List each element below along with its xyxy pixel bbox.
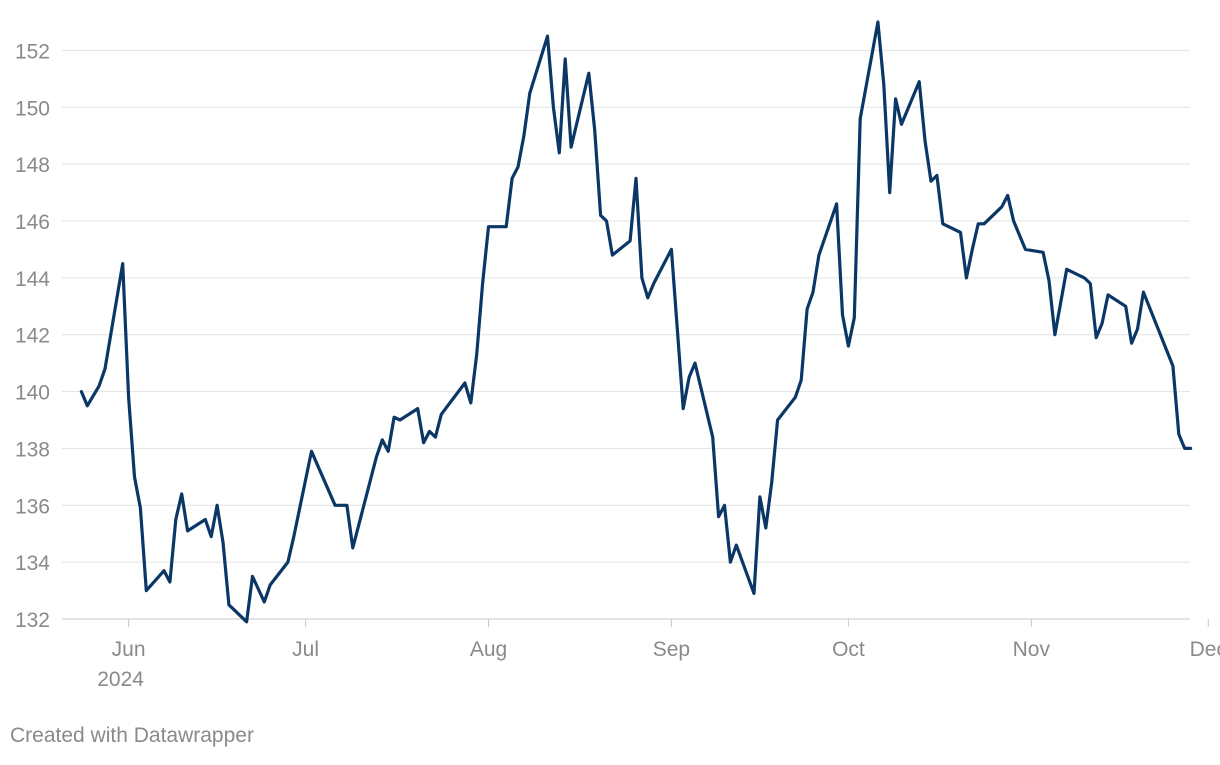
x-tick-label: Sep bbox=[653, 638, 690, 661]
y-tick-label: 146 bbox=[15, 211, 50, 234]
series-layer bbox=[79, 20, 1193, 624]
x-axis-ticks: Jun 2024 Jul Aug Sep Oct Nov Dec bbox=[97, 619, 1220, 691]
y-tick-label: 142 bbox=[15, 325, 50, 348]
y-tick-label: 152 bbox=[15, 40, 50, 63]
x-tick-label: Aug bbox=[470, 638, 507, 661]
x-tick-label: Dec bbox=[1190, 638, 1220, 661]
y-tick-label: 132 bbox=[15, 609, 50, 632]
gridlines bbox=[62, 49, 1190, 620]
y-tick-label: 148 bbox=[15, 154, 50, 177]
x-tick-label: Jul bbox=[292, 638, 319, 661]
datawrapper-credit: Created with Datawrapper bbox=[10, 724, 254, 747]
y-tick-label: 134 bbox=[15, 552, 50, 575]
x-tick-sublabel: 2024 bbox=[97, 668, 144, 691]
x-tick-label: Jun bbox=[112, 638, 146, 661]
series-line bbox=[79, 20, 1193, 624]
y-axis-ticks: 132 134 136 138 140 142 144 146 148 150 152 bbox=[15, 40, 50, 632]
y-tick-label: 144 bbox=[15, 268, 50, 291]
y-tick-label: 136 bbox=[15, 495, 50, 518]
y-tick-label: 138 bbox=[15, 438, 50, 461]
y-tick-label: 150 bbox=[15, 97, 50, 120]
x-tick-label: Nov bbox=[1013, 638, 1051, 661]
x-tick-label: Oct bbox=[832, 638, 865, 661]
y-tick-label: 140 bbox=[15, 382, 50, 405]
